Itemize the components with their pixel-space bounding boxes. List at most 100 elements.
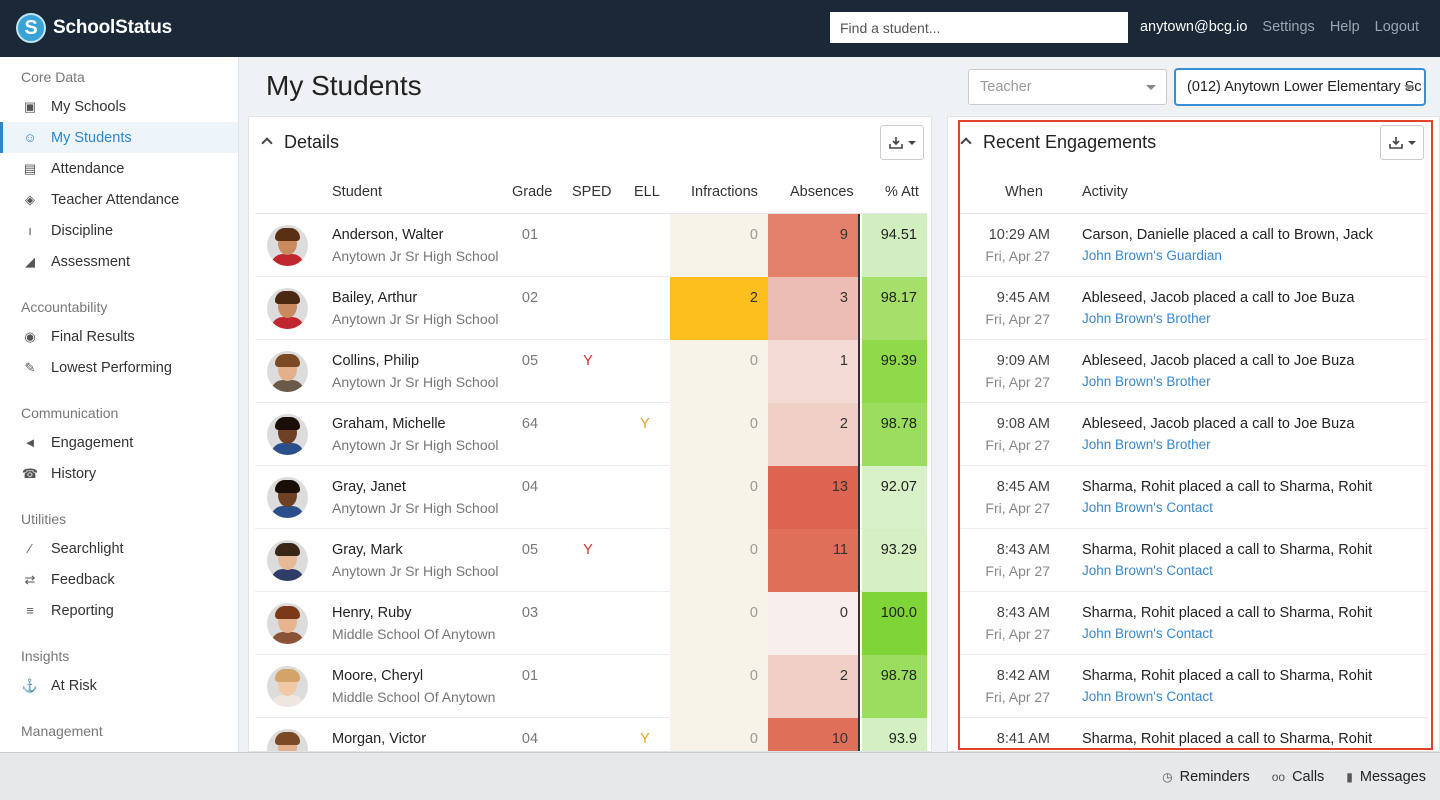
engagements-download-button[interactable] [1380, 125, 1424, 160]
attendance-cell: 93.9 [862, 718, 927, 751]
app-logo[interactable]: S SchoolStatus [16, 13, 172, 43]
sidebar-item-final-results[interactable]: ◉ Final Results [0, 321, 238, 352]
student-name[interactable]: Moore, Cheryl [332, 668, 424, 684]
sidebar-item-label: My Schools [51, 98, 126, 115]
grade-cell: 05 [521, 353, 539, 369]
engagement-contact-link[interactable]: John Brown's Contact [1082, 689, 1213, 704]
engagement-row[interactable]: 8:45 AM Fri, Apr 27 Sharma, Rohit placed a… [958, 466, 1428, 529]
avatar-shirt [271, 506, 304, 518]
table-row[interactable]: Bailey, Arthur Anytown Jr Sr High School 0… [255, 277, 927, 340]
sidebar-item-engagement[interactable]: ◄ Engagement [0, 427, 238, 458]
table-row[interactable]: Anderson, Walter Anytown Jr Sr High Schoo… [255, 214, 927, 277]
col-absences[interactable]: Absences [790, 184, 854, 200]
table-row[interactable]: Moore, Cheryl Middle School Of Anytown 01 0… [255, 655, 927, 718]
infractions-cell: 0 [670, 403, 768, 466]
user-account-link[interactable]: anytown@bcg.io [1139, 19, 1248, 35]
sidebar-item-teacher-attendance[interactable]: ◈ Teacher Attendance [0, 184, 238, 215]
col-sped[interactable]: SPED [572, 184, 612, 200]
student-name[interactable]: Anderson, Walter [332, 227, 444, 243]
attendance-cell: 94.51 [862, 214, 927, 277]
sidebar-item-attendance[interactable]: ▤ Attendance [0, 153, 238, 184]
engagement-row[interactable]: 8:42 AM Fri, Apr 27 Sharma, Rohit placed a… [958, 655, 1428, 718]
page-title: My Students [266, 70, 422, 101]
engagement-row[interactable]: 8:43 AM Fri, Apr 27 Sharma, Rohit placed a… [958, 592, 1428, 655]
help-link[interactable]: Help [1329, 19, 1360, 35]
engagement-contact-link[interactable]: John Brown's Contact [1082, 563, 1213, 578]
logout-link[interactable]: Logout [1374, 19, 1419, 35]
engagement-contact-link[interactable]: John Brown's Brother [1082, 437, 1211, 452]
student-name[interactable]: Morgan, Victor [332, 731, 427, 747]
sidebar-item-discipline[interactable]: ı Discipline [0, 215, 238, 246]
sidebar-item-label: My Students [51, 129, 132, 146]
calls-button[interactable]: oo Calls [1272, 769, 1325, 785]
sidebar-item-assessment[interactable]: ◢ Assessment [0, 246, 238, 277]
sidebar-item-history[interactable]: ☎ History [0, 458, 238, 489]
table-row[interactable]: Collins, Philip Anytown Jr Sr High School… [255, 340, 927, 403]
table-row[interactable]: Henry, Ruby Middle School Of Anytown 03 0 0 1… [255, 592, 927, 655]
table-row[interactable]: Gray, Janet Anytown Jr Sr High School 04 0 1… [255, 466, 927, 529]
absences-cell: 11 [768, 529, 860, 592]
engagements-title: Recent Engagements [983, 132, 1157, 152]
logo-icon: S [16, 13, 46, 43]
student-school: Anytown Jr Sr High School [332, 500, 499, 516]
reminders-label: Reminders [1179, 769, 1250, 785]
engagement-row[interactable]: 9:08 AM Fri, Apr 27 Ableseed, Jacob placed… [958, 403, 1428, 466]
sidebar-item-my-schools[interactable]: ▣ My Schools [0, 91, 238, 122]
col-activity[interactable]: Activity [1082, 184, 1128, 200]
col-att[interactable]: % Att [885, 184, 919, 200]
sidebar-item-label: History [51, 465, 97, 482]
sped-cell: Y [583, 542, 593, 558]
school-select[interactable]: (012) Anytown Lower Elementary Sc [1175, 69, 1425, 105]
sidebar-item-label: Discipline [51, 222, 114, 239]
engagement-row[interactable]: 10:29 AM Fri, Apr 27 Carson, Danielle plac… [958, 214, 1428, 277]
student-name[interactable]: Henry, Ruby [332, 605, 412, 621]
student-school: Anytown Jr Sr High School [332, 311, 499, 327]
collapse-chevron-icon[interactable] [261, 137, 273, 149]
student-name[interactable]: Bailey, Arthur [332, 290, 418, 306]
collapse-chevron-icon[interactable] [960, 137, 972, 149]
engagement-contact-link[interactable]: John Brown's Guardian [1082, 248, 1222, 263]
engagement-contact-link[interactable]: John Brown's Brother [1082, 311, 1211, 326]
details-download-button[interactable] [880, 125, 924, 160]
engagement-row[interactable]: 9:45 AM Fri, Apr 27 Ableseed, Jacob placed… [958, 277, 1428, 340]
settings-link[interactable]: Settings [1262, 19, 1315, 35]
col-student[interactable]: Student [332, 184, 382, 200]
engagement-date: Fri, Apr 27 [985, 563, 1050, 579]
sidebar-item-searchlight[interactable]: ∕ Searchlight [0, 533, 238, 564]
sidebar-item-my-students[interactable]: ☺ My Students [0, 122, 238, 153]
app-name: SchoolStatus [53, 17, 173, 38]
avatar-hair [275, 543, 300, 556]
student-name[interactable]: Gray, Mark [332, 542, 403, 558]
teacher-select[interactable]: Teacher [968, 69, 1167, 105]
engagement-contact-link[interactable]: John Brown's Contact [1082, 500, 1213, 515]
col-grade[interactable]: Grade [512, 184, 553, 200]
table-row[interactable]: Gray, Mark Anytown Jr Sr High School 05 Y 0 1… [255, 529, 927, 592]
engagement-row[interactable]: 8:43 AM Fri, Apr 27 Sharma, Rohit placed a… [958, 529, 1428, 592]
messages-button[interactable]: ▮ Messages [1346, 769, 1426, 785]
student-search-input[interactable] [830, 12, 1128, 43]
student-name[interactable]: Graham, Michelle [332, 416, 446, 432]
table-row[interactable]: Morgan, Victor 04 Y 0 10 93.9 [255, 718, 927, 751]
engagement-activity: Ableseed, Jacob placed a call to Joe Buz… [1082, 353, 1355, 369]
engagement-contact-link[interactable]: John Brown's Brother [1082, 374, 1211, 389]
avatar-hair [275, 228, 300, 241]
student-name[interactable]: Gray, Janet [332, 479, 406, 495]
col-infractions[interactable]: Infractions [691, 184, 758, 200]
engagement-row[interactable]: 9:09 AM Fri, Apr 27 Ableseed, Jacob placed… [958, 340, 1428, 403]
sidebar-item-lowest-performing[interactable]: ✎ Lowest Performing [0, 352, 238, 383]
sidebar-item-label: Engagement [51, 434, 134, 451]
student-name[interactable]: Collins, Philip [332, 353, 420, 369]
top-navbar: S SchoolStatus anytown@bcg.io Settings H… [0, 0, 1440, 57]
col-when[interactable]: When [1005, 184, 1043, 200]
sidebar-section-title: Utilities [21, 511, 67, 527]
col-ell[interactable]: ELL [634, 184, 660, 200]
absences-cell: 9 [768, 214, 860, 277]
table-row[interactable]: Graham, Michelle Anytown Jr Sr High Schoo… [255, 403, 927, 466]
sidebar-item-feedback[interactable]: ⇄ Feedback [0, 564, 238, 595]
sidebar-item-reporting[interactable]: ≡ Reporting [0, 595, 238, 626]
engagement-row[interactable]: 8:41 AM Sharma, Rohit placed a call to Sh… [958, 718, 1428, 751]
sidebar-item-at-risk[interactable]: ⚓ At Risk [0, 670, 238, 701]
engagement-contact-link[interactable]: John Brown's Contact [1082, 626, 1213, 641]
reminders-button[interactable]: ◷ Reminders [1162, 769, 1250, 785]
school-icon: ▣ [23, 98, 37, 114]
